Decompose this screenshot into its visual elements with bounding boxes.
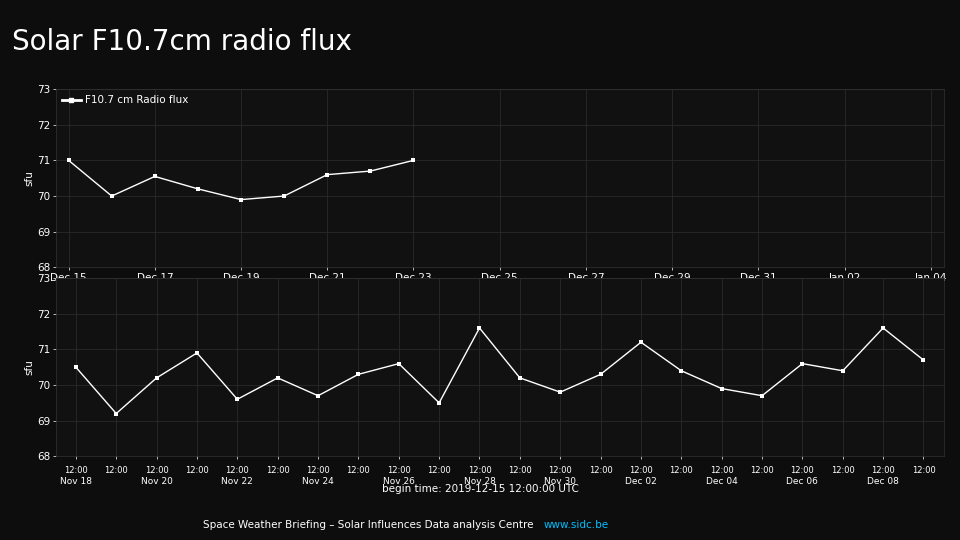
Text: 12:00: 12:00 — [790, 466, 814, 475]
Text: 12:00: 12:00 — [64, 466, 87, 475]
Text: 12:00: 12:00 — [468, 466, 492, 475]
Y-axis label: sfu: sfu — [24, 170, 35, 186]
Text: Nov 30: Nov 30 — [544, 477, 576, 486]
Text: Nov 20: Nov 20 — [141, 477, 173, 486]
Text: 12:00: 12:00 — [548, 466, 572, 475]
Text: Space Weather Briefing – Solar Influences Data analysis Centre: Space Weather Briefing – Solar Influence… — [203, 520, 537, 530]
Text: 12:00: 12:00 — [427, 466, 451, 475]
Text: 12:00: 12:00 — [226, 466, 250, 475]
Text: 12:00: 12:00 — [588, 466, 612, 475]
Text: Dec 08: Dec 08 — [867, 477, 900, 486]
Y-axis label: sfu: sfu — [24, 359, 35, 375]
Text: 12:00: 12:00 — [629, 466, 653, 475]
Text: 12:00: 12:00 — [306, 466, 330, 475]
Text: 12:00: 12:00 — [185, 466, 209, 475]
Text: 12:00: 12:00 — [669, 466, 693, 475]
Text: 12:00: 12:00 — [750, 466, 774, 475]
Text: 12:00: 12:00 — [347, 466, 371, 475]
Text: 12:00: 12:00 — [872, 466, 895, 475]
Text: Dec 04: Dec 04 — [706, 477, 737, 486]
Text: Nov 24: Nov 24 — [302, 477, 334, 486]
Text: 12:00: 12:00 — [912, 466, 935, 475]
Text: Nov 22: Nov 22 — [222, 477, 253, 486]
Text: 12:00: 12:00 — [105, 466, 128, 475]
Text: 12:00: 12:00 — [709, 466, 733, 475]
Text: 12:00: 12:00 — [266, 466, 290, 475]
Text: 12:00: 12:00 — [508, 466, 532, 475]
Text: Dec 02: Dec 02 — [625, 477, 657, 486]
Text: 12:00: 12:00 — [831, 466, 854, 475]
Text: 12:00: 12:00 — [387, 466, 411, 475]
Text: Nov 28: Nov 28 — [464, 477, 495, 486]
Text: 12:00: 12:00 — [145, 466, 168, 475]
Text: Nov 18: Nov 18 — [60, 477, 92, 486]
Text: Solar F10.7cm radio flux: Solar F10.7cm radio flux — [12, 28, 351, 56]
Text: begin time: 2019-12-15 12:00:00 UTC: begin time: 2019-12-15 12:00:00 UTC — [381, 484, 579, 494]
Text: Nov 26: Nov 26 — [383, 477, 415, 486]
Text: www.sidc.be: www.sidc.be — [543, 520, 609, 530]
Legend: F10.7 cm Radio flux: F10.7 cm Radio flux — [59, 92, 191, 109]
Text: Dec 06: Dec 06 — [786, 477, 818, 486]
